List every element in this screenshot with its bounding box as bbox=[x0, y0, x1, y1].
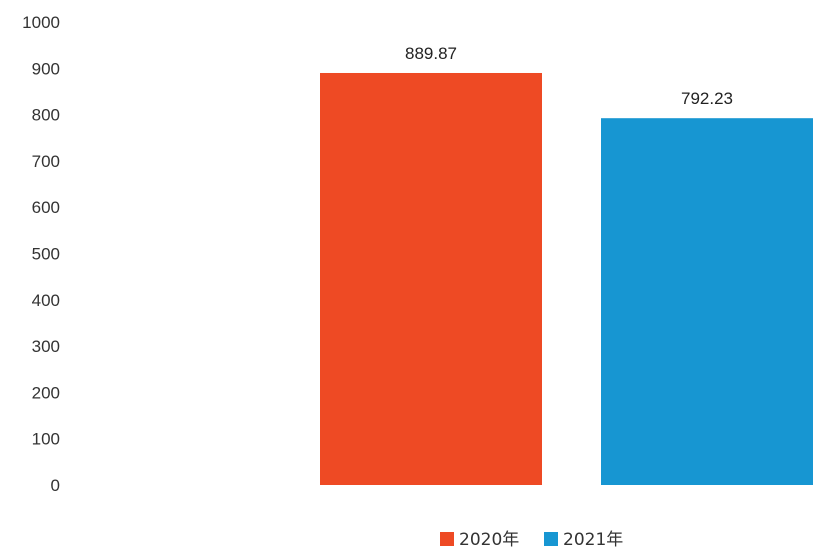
data-labels: 889.87 792.23 bbox=[405, 44, 733, 108]
legend-swatch-1 bbox=[440, 532, 454, 546]
y-tick-label-600: 600 bbox=[32, 198, 60, 217]
y-tick-label-700: 700 bbox=[32, 152, 60, 171]
y-tick-label-300: 300 bbox=[32, 337, 60, 356]
y-tick-label-400: 400 bbox=[32, 291, 60, 310]
y-tick-label-800: 800 bbox=[32, 106, 60, 125]
bars bbox=[320, 72, 813, 486]
y-tick-label-200: 200 bbox=[32, 383, 60, 402]
y-tick-label-500: 500 bbox=[32, 245, 60, 264]
y-tick-label-100: 100 bbox=[32, 430, 60, 449]
bar-1 bbox=[320, 72, 542, 486]
legend-swatch-2 bbox=[544, 532, 558, 546]
y-tick-label-900: 900 bbox=[32, 59, 60, 78]
bar-2 bbox=[601, 118, 813, 485]
legend-label-2: 2021年 bbox=[563, 530, 623, 550]
data-label-2: 792.23 bbox=[681, 89, 733, 108]
y-axis: 0 100 200 300 400 500 600 700 800 900 1000 bbox=[22, 13, 60, 495]
y-tick-label-0: 0 bbox=[51, 476, 60, 495]
legend-label-1: 2020年 bbox=[459, 530, 519, 550]
legend: 2020年 2021年 bbox=[440, 530, 623, 550]
data-label-1: 889.87 bbox=[405, 44, 457, 63]
y-tick-label-1000: 1000 bbox=[22, 13, 60, 32]
